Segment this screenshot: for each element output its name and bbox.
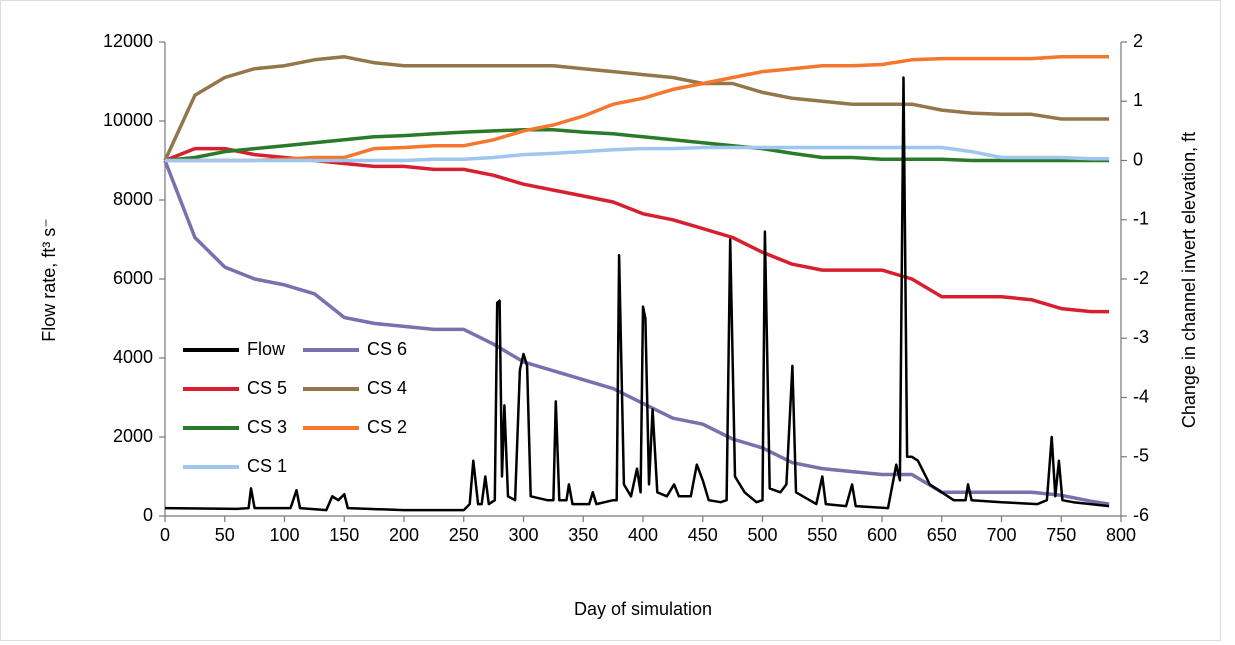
legend-label: CS 5 — [247, 378, 287, 398]
x-tick-label: 50 — [215, 525, 235, 545]
legend-label: CS 4 — [367, 378, 407, 398]
x-tick-label: 550 — [807, 525, 837, 545]
y2-tick-label: 2 — [1133, 31, 1143, 51]
y-tick-label: 8000 — [113, 189, 153, 209]
y-tick-label: 10000 — [103, 110, 153, 130]
y2-tick-label: -2 — [1133, 268, 1149, 288]
x-tick-label: 400 — [628, 525, 658, 545]
y-axis-label: Flow rate, ft³ s⁻ — [39, 218, 59, 342]
x-tick-label: 750 — [1046, 525, 1076, 545]
y-tick-label: 6000 — [113, 268, 153, 288]
y2-axis-label: Change in channel invert elevation, ft — [1179, 132, 1199, 428]
y-tick-label: 4000 — [113, 347, 153, 367]
x-tick-label: 650 — [927, 525, 957, 545]
x-tick-label: 600 — [867, 525, 897, 545]
legend-label: CS 6 — [367, 339, 407, 359]
legend-label: CS 1 — [247, 456, 287, 476]
series-line — [165, 55, 1110, 163]
x-tick-label: 500 — [747, 525, 777, 545]
y-tick-label: 12000 — [103, 31, 153, 51]
x-tick-label: 150 — [329, 525, 359, 545]
legend-label: CS 3 — [247, 417, 287, 437]
y-tick-label: 0 — [143, 505, 153, 525]
x-axis-label: Day of simulation — [574, 599, 712, 619]
x-tick-label: 350 — [568, 525, 598, 545]
series-line — [163, 55, 1110, 162]
series-line — [164, 146, 1110, 314]
x-tick-label: 100 — [269, 525, 299, 545]
x-tick-label: 200 — [389, 525, 419, 545]
series-line — [164, 76, 1110, 512]
y-tick-label: 2000 — [113, 426, 153, 446]
y2-tick-label: 0 — [1133, 149, 1143, 169]
legend-label: CS 2 — [367, 417, 407, 437]
legend-label: Flow — [247, 339, 286, 359]
y2-tick-label: -5 — [1133, 446, 1149, 466]
x-tick-label: 450 — [688, 525, 718, 545]
x-tick-label: 700 — [986, 525, 1016, 545]
y2-tick-label: 1 — [1133, 90, 1143, 110]
x-tick-label: 300 — [508, 525, 538, 545]
y2-tick-label: -3 — [1133, 327, 1149, 347]
y2-tick-label: -4 — [1133, 386, 1149, 406]
series-line — [163, 159, 1110, 506]
x-tick-label: 0 — [160, 525, 170, 545]
x-tick-label: 800 — [1106, 525, 1136, 545]
series-line — [165, 145, 1110, 163]
y2-tick-label: -1 — [1133, 209, 1149, 229]
y2-tick-label: -6 — [1133, 505, 1149, 525]
x-tick-label: 250 — [449, 525, 479, 545]
series-line — [164, 127, 1110, 163]
